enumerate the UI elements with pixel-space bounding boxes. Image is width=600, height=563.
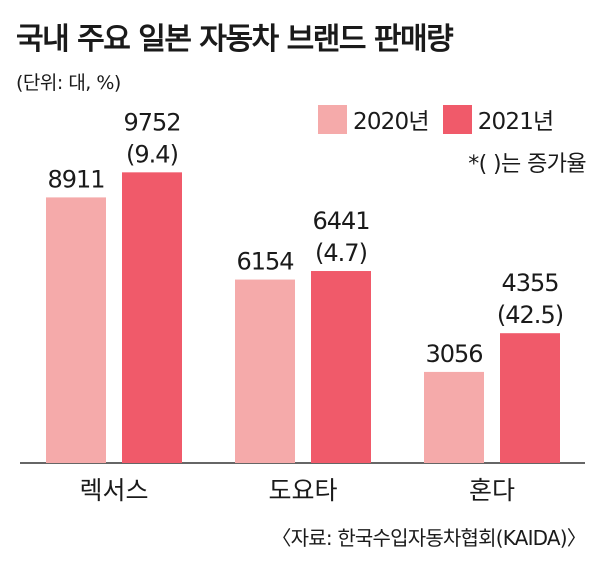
legend-swatch-2021: [442, 104, 472, 134]
value-label-도요타-2021: 6441: [312, 207, 369, 235]
legend-item-2020: 2020년: [318, 102, 430, 136]
chart-title: 국내 주요 일본 자동차 브랜드 판매량: [16, 22, 454, 57]
growth-label-도요타: (4.7): [315, 239, 367, 267]
legend: 2020년 2021년: [318, 102, 567, 136]
category-label-혼다: 혼다: [469, 476, 515, 505]
value-label-혼다-2021: 4355: [501, 269, 558, 297]
bar-렉서스-2021년: [122, 172, 182, 463]
bar-도요타-2021년: [311, 271, 371, 463]
source-note: 〈자료: 한국수입자동차협회(KAIDA)〉: [271, 526, 586, 550]
bar-도요타-2020년: [235, 279, 295, 463]
growth-rate-note: *( )는 증가율: [468, 152, 586, 177]
growth-label-렉서스: (9.4): [126, 140, 178, 168]
value-label-렉서스-2020: 8911: [47, 165, 104, 193]
legend-label-2021: 2021년: [477, 109, 555, 135]
legend-item-2021: 2021년: [442, 102, 555, 136]
legend-label-2020: 2020년: [353, 109, 430, 135]
value-label-렉서스-2021: 9752: [123, 108, 180, 136]
bar-혼다-2021년: [500, 333, 560, 463]
unit-label: (단위: 대, %): [16, 72, 121, 94]
bar-렉서스-2020년: [46, 197, 106, 464]
category-label-도요타: 도요타: [268, 476, 337, 505]
value-label-혼다-2020: 3056: [425, 340, 482, 368]
category-label-렉서스: 렉서스: [79, 476, 148, 505]
growth-label-혼다: (42.5): [497, 301, 563, 329]
legend-swatch-2020: [318, 104, 347, 134]
value-label-도요타-2020: 6154: [236, 248, 293, 276]
bar-혼다-2020년: [424, 371, 484, 463]
